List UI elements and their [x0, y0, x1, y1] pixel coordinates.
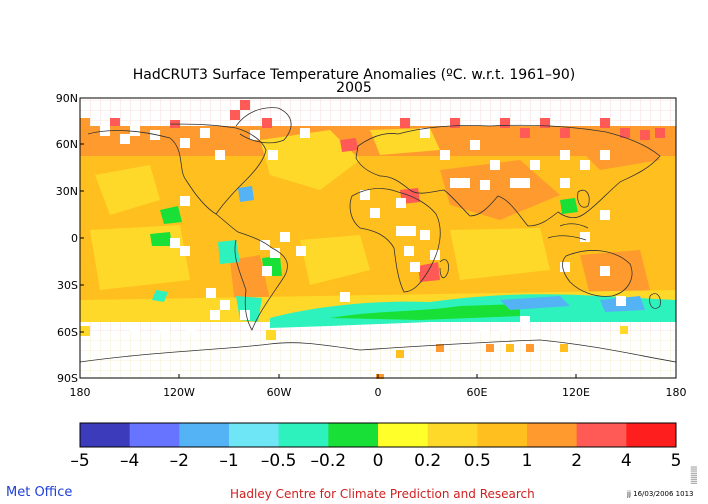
scale-swatch-0 — [80, 423, 131, 447]
scale-value-label: 4 — [620, 451, 632, 471]
scale-swatch-10 — [576, 423, 627, 447]
land-nodata-cells — [120, 128, 626, 332]
lat-label-60s: 60S — [57, 326, 78, 339]
hadley-centre-credit: Hadley Centre for Climate Prediction and… — [230, 487, 535, 501]
scale-swatch-3 — [229, 423, 280, 447]
scale-value-label: 1 — [521, 451, 533, 471]
scale-value-label: 0.2 — [414, 451, 442, 471]
scale-value-label: –4 — [119, 451, 140, 471]
scale-swatch-8 — [477, 423, 528, 447]
scale-value-label: –0.2 — [310, 451, 347, 471]
scale-swatch-5 — [328, 423, 379, 447]
map-title: HadCRUT3 Surface Temperature Anomalies (… — [132, 67, 576, 83]
lon-label-180w: 180 — [69, 386, 91, 399]
scale-value-label: 0.5 — [463, 451, 491, 471]
lon-label-60e: 60E — [466, 386, 488, 399]
antarctic-cells — [80, 326, 628, 379]
color-scale-frame — [79, 422, 677, 448]
scale-value-label: –1 — [219, 451, 239, 471]
lat-label-60n: 60N — [55, 138, 78, 151]
map-subtitle-year: 2005 — [336, 80, 372, 96]
lon-label-120e: 120E — [562, 386, 590, 399]
scale-swatch-1 — [129, 423, 180, 447]
side-marker: ||||||||| — [690, 466, 697, 485]
scale-swatch-9 — [527, 423, 578, 447]
scale-value-label: –2 — [169, 451, 189, 471]
scale-swatch-7 — [427, 423, 478, 447]
scale-value-label: 2 — [571, 451, 583, 471]
met-office-logo-text: Met Office — [6, 485, 73, 500]
lat-label-90s: 90S — [57, 372, 78, 385]
lat-label-30s: 30S — [57, 279, 78, 292]
lat-label-30n: 30N — [55, 185, 78, 198]
scale-value-label: –0.5 — [260, 451, 297, 471]
lon-label-180e: 180 — [665, 386, 687, 399]
scale-swatch-4 — [278, 423, 329, 447]
lon-label-60w: 60W — [266, 386, 292, 399]
scale-swatch-11 — [626, 423, 677, 447]
anomaly-patches — [80, 126, 676, 328]
lat-label-0: 0 — [71, 232, 78, 245]
scale-value-label: –5 — [70, 451, 90, 471]
lon-label-0: 0 — [374, 386, 382, 399]
plot-timestamp: jj 16/03/2006 1013 — [627, 490, 694, 498]
coastlines — [79, 107, 677, 363]
scale-value-label: 0 — [372, 451, 384, 471]
lat-label-90n: 90N — [55, 92, 78, 105]
scale-value-label: 5 — [670, 451, 682, 471]
axis-ticks — [79, 97, 677, 379]
scale-swatch-2 — [179, 423, 230, 447]
antarctic-nodata — [80, 332, 676, 378]
scale-swatch-6 — [378, 423, 429, 447]
lon-label-120w: 120W — [163, 386, 195, 399]
